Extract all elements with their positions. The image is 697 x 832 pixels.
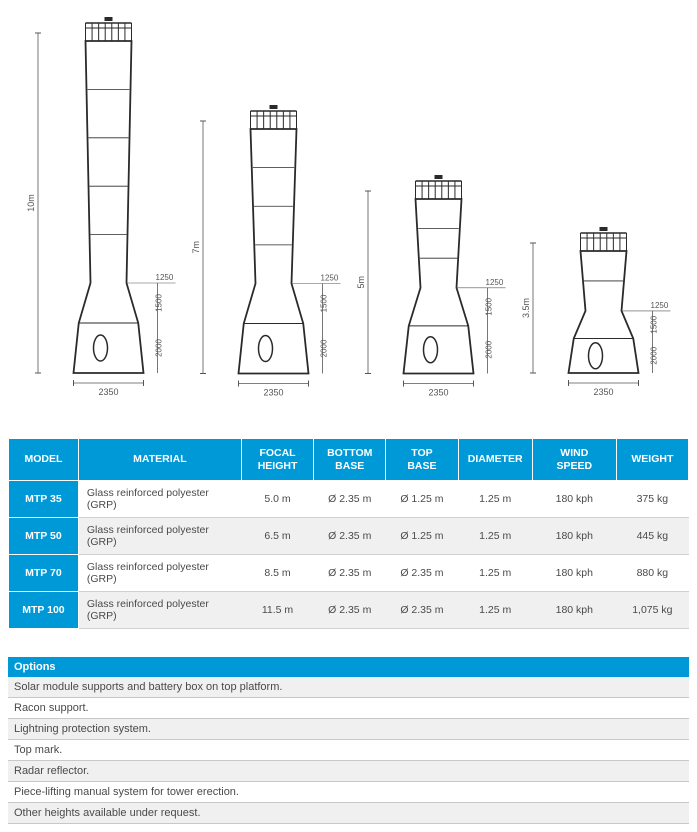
spec-col-header: WINDSPEED: [532, 439, 616, 481]
spec-cell: Ø 2.35 m: [386, 592, 458, 629]
tower-diagram: 10m 2000 1500 1250 2350: [26, 8, 176, 408]
spec-row: MTP 50Glass reinforced polyester (GRP)6.…: [9, 518, 689, 555]
svg-text:1250: 1250: [486, 277, 504, 286]
spec-cell: 1.25 m: [458, 592, 532, 629]
spec-row: MTP 100Glass reinforced polyester (GRP)1…: [9, 592, 689, 629]
spec-cell: 880 kg: [616, 555, 688, 592]
spec-cell: Ø 2.35 m: [314, 518, 386, 555]
spec-row: MTP 70Glass reinforced polyester (GRP)8.…: [9, 555, 689, 592]
spec-cell: 11.5 m: [241, 592, 313, 629]
svg-text:2350: 2350: [594, 387, 614, 397]
spec-col-header: MODEL: [9, 439, 79, 481]
spec-cell: 1.25 m: [458, 481, 532, 518]
svg-text:7m: 7m: [191, 240, 201, 253]
spec-cell: 180 kph: [532, 518, 616, 555]
spec-cell: Glass reinforced polyester (GRP): [78, 481, 241, 518]
spec-col-header: BOTTOMBASE: [314, 439, 386, 481]
spec-col-header: TOPBASE: [386, 439, 458, 481]
svg-text:2000: 2000: [154, 339, 163, 357]
spec-col-header: MATERIAL: [78, 439, 241, 481]
spec-cell: Ø 1.25 m: [386, 481, 458, 518]
tower-diagram: 3.5m 2000 1500 1250 2350: [521, 8, 671, 408]
svg-text:2000: 2000: [650, 346, 659, 364]
spec-cell: 180 kph: [532, 592, 616, 629]
spec-cell: MTP 50: [9, 518, 79, 555]
spec-col-header: FOCALHEIGHT: [241, 439, 313, 481]
spec-col-header: WEIGHT: [616, 439, 688, 481]
option-item: Racon support.: [8, 698, 689, 719]
tower-diagrams: 10m 2000 1500 1250 2350 7m 2000 1500 125…: [8, 8, 689, 408]
svg-text:2350: 2350: [263, 387, 283, 397]
svg-text:1250: 1250: [651, 301, 669, 310]
spec-cell: MTP 70: [9, 555, 79, 592]
spec-cell: 5.0 m: [241, 481, 313, 518]
options-section: Options Solar module supports and batter…: [8, 657, 689, 824]
option-item: Piece-lifting manual system for tower er…: [8, 782, 689, 803]
svg-text:1500: 1500: [319, 294, 328, 312]
svg-text:10m: 10m: [26, 194, 36, 212]
spec-cell: Ø 2.35 m: [386, 555, 458, 592]
options-title: Options: [8, 657, 689, 677]
spec-cell: 1.25 m: [458, 555, 532, 592]
spec-cell: Glass reinforced polyester (GRP): [78, 592, 241, 629]
spec-cell: 180 kph: [532, 481, 616, 518]
svg-text:1250: 1250: [155, 273, 173, 282]
spec-col-header: DIAMETER: [458, 439, 532, 481]
svg-text:3.5m: 3.5m: [521, 298, 531, 318]
spec-cell: Ø 1.25 m: [386, 518, 458, 555]
svg-text:2350: 2350: [98, 387, 118, 397]
svg-text:1500: 1500: [485, 297, 494, 315]
svg-text:1250: 1250: [320, 273, 338, 282]
spec-cell: 445 kg: [616, 518, 688, 555]
spec-cell: MTP 35: [9, 481, 79, 518]
option-item: Top mark.: [8, 740, 689, 761]
spec-cell: Ø 2.35 m: [314, 592, 386, 629]
spec-cell: 1.25 m: [458, 518, 532, 555]
svg-text:1500: 1500: [650, 315, 659, 333]
spec-cell: 1,075 kg: [616, 592, 688, 629]
spec-cell: Glass reinforced polyester (GRP): [78, 555, 241, 592]
option-item: Other heights available under request.: [8, 803, 689, 824]
svg-text:2350: 2350: [429, 387, 449, 397]
spec-cell: Ø 2.35 m: [314, 555, 386, 592]
svg-text:2000: 2000: [319, 339, 328, 357]
spec-cell: 375 kg: [616, 481, 688, 518]
spec-cell: Glass reinforced polyester (GRP): [78, 518, 241, 555]
spec-cell: 180 kph: [532, 555, 616, 592]
spec-cell: 8.5 m: [241, 555, 313, 592]
spec-cell: Ø 2.35 m: [314, 481, 386, 518]
spec-cell: MTP 100: [9, 592, 79, 629]
option-item: Radar reflector.: [8, 761, 689, 782]
spec-cell: 6.5 m: [241, 518, 313, 555]
option-item: Solar module supports and battery box on…: [8, 677, 689, 698]
tower-diagram: 5m 2000 1500 1250 2350: [356, 8, 506, 408]
spec-table: MODELMATERIALFOCALHEIGHTBOTTOMBASETOPBAS…: [8, 438, 689, 629]
tower-diagram: 7m 2000 1500 1250 2350: [191, 8, 341, 408]
option-item: Lightning protection system.: [8, 719, 689, 740]
svg-text:5m: 5m: [356, 275, 366, 288]
spec-row: MTP 35Glass reinforced polyester (GRP)5.…: [9, 481, 689, 518]
svg-text:1500: 1500: [154, 294, 163, 312]
svg-text:2000: 2000: [485, 340, 494, 358]
